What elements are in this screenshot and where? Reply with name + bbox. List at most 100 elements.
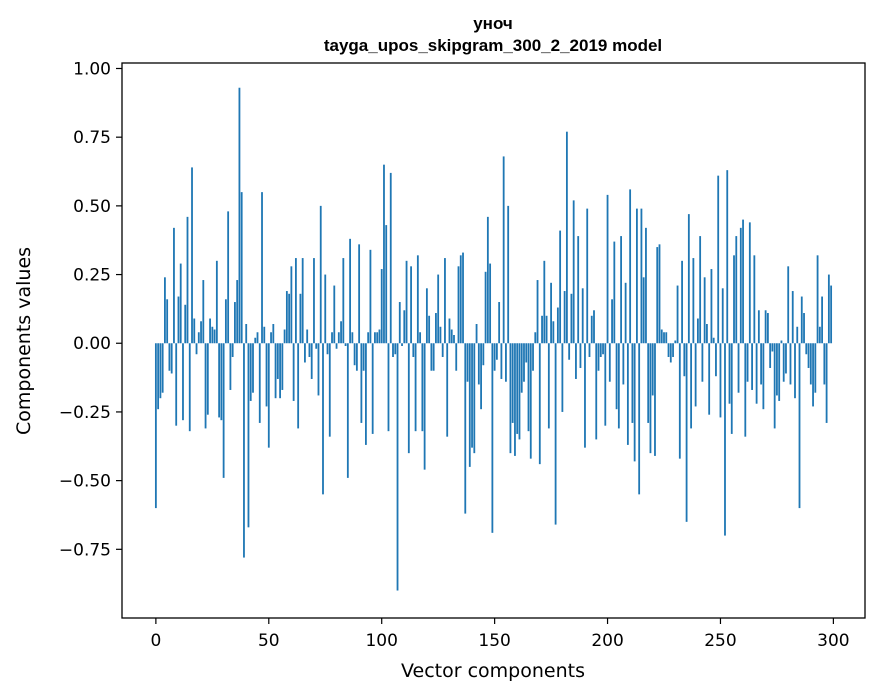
bar-229 (672, 343, 674, 357)
bar-245 (708, 343, 711, 415)
bar-14 (186, 216, 189, 344)
bar-254 (728, 343, 731, 404)
bar-116 (416, 255, 419, 344)
bar-46 (258, 343, 261, 423)
bar-160 (516, 343, 519, 434)
bar-284 (796, 326, 799, 344)
bar-144 (480, 343, 482, 410)
bar-135 (459, 255, 462, 344)
bar-67 (306, 329, 309, 344)
bar-282 (791, 291, 794, 344)
bar-32 (227, 211, 230, 344)
bar-268 (760, 343, 763, 385)
x-tick-label: 50 (258, 631, 280, 651)
bar-7 (170, 343, 173, 374)
y-tick-label: 0.00 (73, 334, 111, 354)
bar-81 (337, 332, 340, 344)
bar-132 (453, 335, 455, 344)
bar-251 (721, 288, 724, 344)
bar-270 (764, 310, 767, 344)
bar-27 (215, 260, 218, 344)
bar-166 (529, 343, 532, 459)
bar-73 (319, 205, 322, 344)
bar-125 (437, 274, 440, 344)
bar-38 (240, 192, 243, 344)
bar-287 (803, 313, 805, 344)
bar-168 (534, 332, 537, 344)
bar-19 (197, 332, 200, 344)
bar-20 (200, 321, 202, 344)
bar-109 (401, 343, 403, 346)
bar-165 (527, 343, 530, 432)
bar-140 (471, 343, 473, 448)
bar-89 (355, 343, 358, 371)
bar-191 (586, 208, 589, 344)
bar-61 (292, 343, 295, 401)
bar-23 (206, 343, 209, 415)
bar-210 (629, 189, 632, 344)
bar-217 (645, 227, 647, 344)
bar-63 (297, 343, 300, 429)
bar-181 (563, 291, 566, 344)
bar-226 (665, 332, 668, 344)
bar-28 (218, 343, 221, 418)
y-tick-label: −0.75 (59, 540, 111, 560)
x-tick-label: 150 (478, 631, 510, 651)
bar-71 (315, 343, 318, 349)
bar-35 (234, 302, 236, 344)
bar-236 (687, 214, 690, 344)
bar-148 (489, 263, 492, 344)
bar-295 (821, 296, 823, 344)
bar-9 (175, 343, 178, 426)
bar-72 (317, 343, 320, 396)
bar-15 (188, 343, 191, 432)
bar-8 (173, 227, 175, 344)
bar-47 (261, 192, 263, 344)
bar-218 (647, 343, 650, 423)
bar-130 (448, 318, 451, 344)
bar-151 (495, 343, 498, 360)
bar-69 (310, 343, 313, 379)
bar-104 (389, 172, 392, 344)
bar-0 (154, 343, 157, 509)
bar-289 (807, 343, 810, 368)
bar-149 (491, 343, 494, 533)
bar-197 (599, 343, 602, 357)
bar-177 (554, 343, 557, 525)
bar-274 (773, 343, 776, 429)
bar-53 (274, 343, 277, 399)
bar-133 (455, 343, 458, 371)
bar-143 (477, 343, 480, 385)
bar-261 (744, 343, 747, 437)
bar-120 (425, 288, 428, 344)
bar-124 (435, 313, 437, 344)
bar-185 (572, 200, 575, 344)
bar-13 (184, 304, 187, 344)
bar-280 (787, 266, 790, 344)
bar-45 (256, 332, 259, 344)
bar-64 (299, 293, 302, 344)
bar-264 (751, 343, 753, 390)
bar-263 (748, 222, 751, 344)
bar-196 (597, 343, 600, 371)
bar-50 (267, 343, 270, 448)
bar-222 (656, 247, 659, 344)
bar-126 (439, 326, 442, 344)
bar-158 (511, 343, 514, 423)
bar-98 (376, 332, 379, 344)
bar-249 (717, 175, 720, 344)
bar-75 (324, 274, 327, 344)
bar-286 (800, 296, 803, 344)
bar-199 (604, 343, 607, 426)
bar-157 (509, 343, 512, 454)
bar-207 (622, 343, 625, 385)
bar-163 (523, 343, 525, 382)
bar-265 (753, 255, 756, 344)
bar-294 (818, 326, 821, 344)
bar-36 (236, 280, 239, 344)
bar-102 (385, 225, 388, 344)
bar-292 (814, 343, 817, 393)
bar-297 (825, 343, 828, 423)
bar-128 (444, 258, 446, 344)
bar-277 (780, 340, 783, 344)
